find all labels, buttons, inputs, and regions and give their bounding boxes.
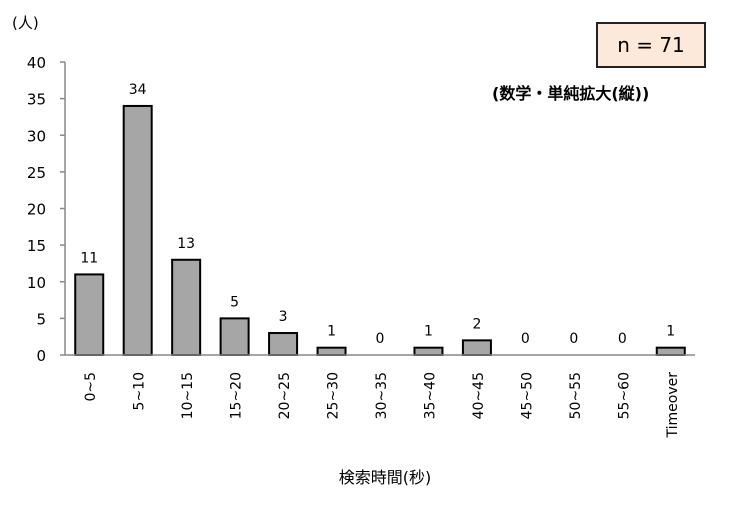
x-tick-label: 50~55 <box>568 372 584 419</box>
x-tick-label: 40~45 <box>471 372 487 419</box>
data-label: 13 <box>177 236 195 252</box>
x-tick-label: 30~35 <box>374 372 390 419</box>
y-tick-label: 30 <box>27 127 46 145</box>
data-label: 0 <box>569 331 578 347</box>
bar <box>171 258 202 356</box>
data-label: 2 <box>472 316 481 332</box>
data-label: 5 <box>230 294 239 310</box>
data-label: 1 <box>424 324 433 340</box>
bar <box>461 339 492 357</box>
x-tick-label: 25~30 <box>326 372 342 419</box>
data-label: 0 <box>618 331 627 347</box>
y-tick-label: 35 <box>27 91 46 109</box>
x-tick-label: 55~60 <box>616 372 632 419</box>
y-tick-label: 20 <box>27 201 46 219</box>
bar <box>74 273 105 356</box>
data-label: 0 <box>376 331 385 347</box>
y-tick-label: 15 <box>27 237 46 255</box>
data-label: 1 <box>666 324 675 340</box>
bar <box>122 104 153 356</box>
y-tick-label: 40 <box>27 54 46 72</box>
y-tick-label: 5 <box>36 310 46 328</box>
y-tick-label: 0 <box>36 347 46 365</box>
bar <box>655 346 686 356</box>
bar <box>219 317 250 356</box>
x-tick-label: 35~40 <box>422 372 438 419</box>
y-axis-label: (人) <box>12 14 39 32</box>
x-tick-label: 10~15 <box>180 372 196 419</box>
x-tick-label: 0~5 <box>83 372 99 402</box>
bar <box>268 332 299 356</box>
data-label: 3 <box>279 309 288 325</box>
subtitle: (数学・単純拡大(縦)) <box>492 84 650 103</box>
y-tick-label: 10 <box>27 274 46 292</box>
bar <box>316 346 347 356</box>
data-label: 0 <box>521 331 530 347</box>
x-axis-label: 検索時間(秒) <box>338 468 432 487</box>
x-tick-label: 5~10 <box>132 372 148 410</box>
sample-size-box: n = 71 <box>596 22 706 68</box>
x-tick-label: 45~50 <box>519 372 535 419</box>
x-tick-label: 20~25 <box>277 372 293 419</box>
data-label: 11 <box>80 250 98 266</box>
bar <box>413 346 444 356</box>
data-label: 1 <box>327 324 336 340</box>
y-tick-label: 25 <box>27 164 46 182</box>
x-tick-label: 15~20 <box>229 372 245 419</box>
x-tick-label: Timeover <box>665 372 681 439</box>
data-label: 34 <box>129 82 147 98</box>
